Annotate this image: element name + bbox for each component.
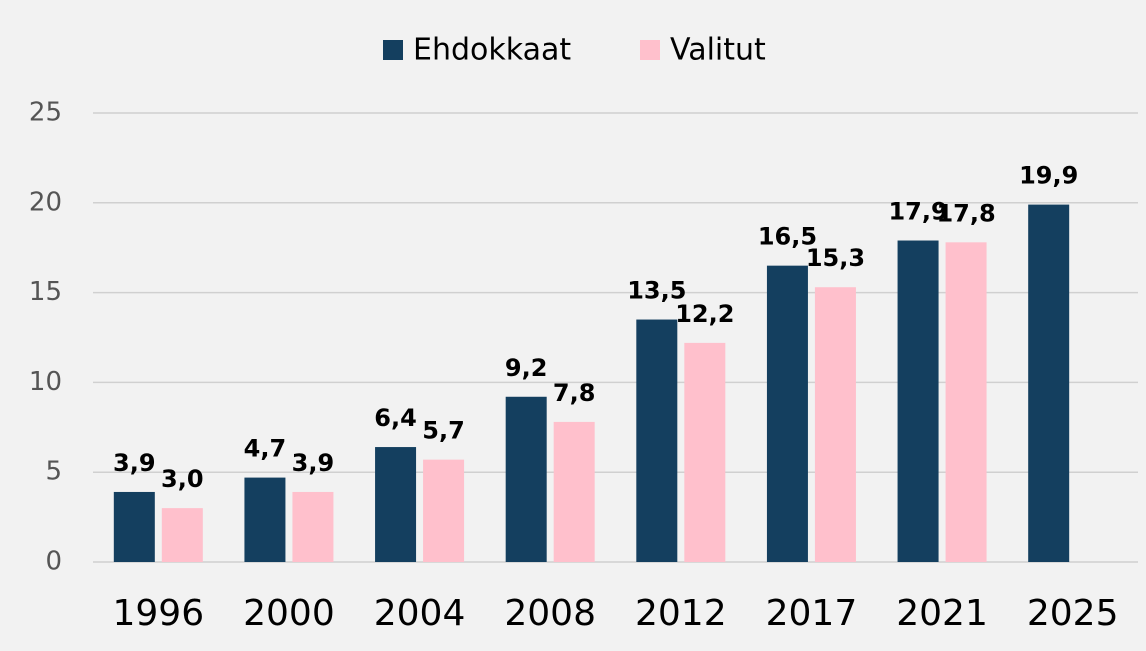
y-tick-label: 5 <box>45 457 62 487</box>
bar <box>553 421 595 562</box>
bar <box>945 242 987 562</box>
bar <box>814 287 856 562</box>
value-label: 3,9 <box>113 449 156 477</box>
x-tick-label: 2025 <box>1027 593 1119 634</box>
bar <box>1028 204 1070 562</box>
bar <box>684 342 726 562</box>
legend-swatch <box>383 40 403 60</box>
value-label: 17,8 <box>936 199 995 227</box>
bar <box>113 491 155 562</box>
x-tick-label: 1996 <box>113 593 205 634</box>
x-tick-label: 2021 <box>896 593 988 634</box>
legend-label: Valitut <box>670 33 766 68</box>
y-tick-label: 0 <box>45 547 62 577</box>
x-tick-label: 2004 <box>374 593 466 634</box>
bar <box>244 477 286 562</box>
value-label: 7,8 <box>553 379 596 407</box>
y-tick-label: 15 <box>29 277 62 307</box>
bar <box>897 240 939 563</box>
value-label: 19,9 <box>1019 162 1078 190</box>
legend-label: Ehdokkaat <box>413 33 571 68</box>
value-label: 9,2 <box>505 354 548 382</box>
value-label: 17,9 <box>888 198 947 226</box>
bar <box>505 396 547 562</box>
legend-swatch <box>640 40 660 60</box>
value-label: 12,2 <box>675 300 734 328</box>
value-label: 16,5 <box>758 223 817 251</box>
bar <box>423 459 465 562</box>
value-label: 6,4 <box>374 404 417 432</box>
x-tick-label: 2017 <box>766 593 858 634</box>
y-tick-label: 20 <box>29 187 62 217</box>
bar <box>292 491 334 562</box>
x-tick-label: 2008 <box>504 593 596 634</box>
value-label: 15,3 <box>806 244 865 272</box>
value-label: 3,0 <box>161 465 204 493</box>
x-tick-label: 2012 <box>635 593 727 634</box>
value-label: 13,5 <box>627 277 686 305</box>
value-label: 4,7 <box>244 435 287 463</box>
value-label: 5,7 <box>422 417 465 445</box>
value-label: 3,9 <box>292 449 335 477</box>
y-tick-label: 10 <box>29 367 62 397</box>
bar <box>161 508 203 562</box>
y-tick-label: 25 <box>29 98 62 128</box>
bar <box>766 265 808 562</box>
bar <box>375 447 417 562</box>
bar <box>636 319 678 562</box>
x-tick-label: 2000 <box>243 593 335 634</box>
